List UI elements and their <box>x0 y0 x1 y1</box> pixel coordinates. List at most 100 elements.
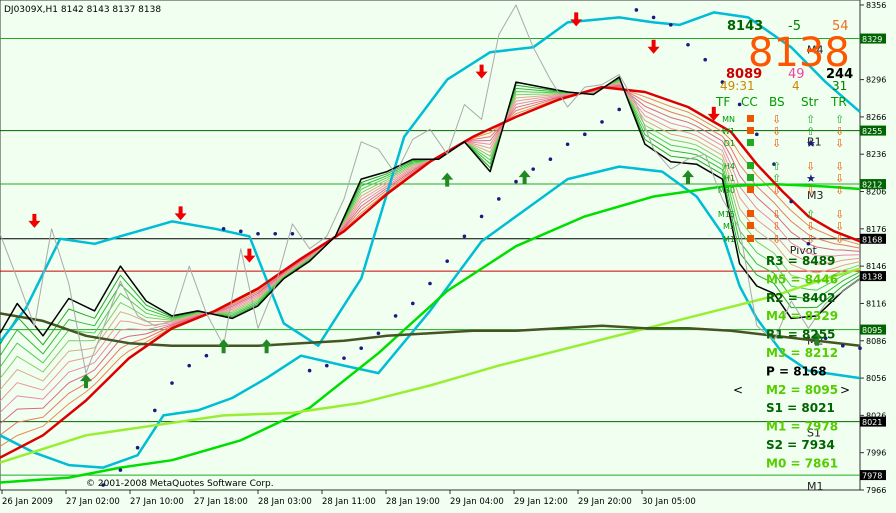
sar-dot-34 <box>686 42 690 47</box>
sar-dot-41 <box>806 241 811 246</box>
indicator-lines <box>0 4 861 484</box>
buy-arrow-icon-4 <box>518 170 531 185</box>
sar-dot-19 <box>428 281 432 286</box>
bid-value: 8143 <box>727 19 763 34</box>
pivot-level-5: M3 = 8212 <box>766 346 838 360</box>
tf-label-mn: MN <box>722 115 735 124</box>
sell-arrow-icon-5 <box>647 39 660 54</box>
sell-arrow-icon-2 <box>243 248 256 263</box>
pivot-level-6: P = 8168 <box>766 364 827 378</box>
sar-dot-20 <box>445 259 450 263</box>
level-label-0: M4 <box>807 44 824 57</box>
series-line-4 <box>0 312 861 347</box>
x-tick-label-3: 27 Jan 18:00 <box>194 497 248 507</box>
series-line-3 <box>0 267 861 464</box>
nav-left-button[interactable]: < <box>733 383 743 397</box>
buy-arrow-icon-2 <box>260 339 273 354</box>
price-tag-4: 8138 <box>862 273 882 282</box>
tf-m30-str-down-arrow-icon: ⇩ <box>806 184 815 197</box>
price-tag-1: 8255 <box>862 127 882 136</box>
y-tick-label-12: 7966 <box>866 486 886 495</box>
sar-dot-24 <box>514 179 518 184</box>
sar-dot-7 <box>221 227 226 231</box>
sar-dot-18 <box>411 301 415 306</box>
sar-dot-4 <box>170 381 174 385</box>
row3-b: 4 <box>792 79 800 93</box>
tf-mn-cc-square <box>747 115 754 122</box>
panel-timeframe-rows: MN ⇩ ⇧ ⇧W1 ⇩ ⇧ ⇩D1 ⇩ ★ ⇩H4 ⇧ ⇩ ⇩H1 ⇧ ★ ⇩M30 ⇩ ⇩ ⇩M15 ⇩ ⇧ ⇩M5 ⇩… <box>718 113 844 246</box>
price-tag-7: 7978 <box>862 472 882 481</box>
price-tag-2: 8212 <box>862 181 882 190</box>
row2-a: 8089 <box>726 67 762 82</box>
pivot-level-1: M5 = 8446 <box>766 272 838 286</box>
x-tick-label-4: 28 Jan 03:00 <box>258 497 312 507</box>
y-tick-label-10: 8026 <box>866 411 886 420</box>
big-price: 8138 <box>748 30 850 76</box>
sar-dot-38 <box>755 132 759 137</box>
plot-border <box>0 0 861 491</box>
sar-dot-31 <box>634 8 639 12</box>
tf-m1-tr-down-arrow-icon: ⇩ <box>835 233 844 246</box>
buy-arrow-icon-1 <box>217 339 230 354</box>
sar-dot-14 <box>342 356 346 360</box>
sell-arrow-icon-6 <box>707 106 720 121</box>
sar-dot-8 <box>239 229 243 234</box>
panel-column-str: Str <box>801 95 818 109</box>
tf-w1-bs-down-arrow-icon: ⇩ <box>772 125 781 138</box>
signal-arrows <box>28 12 823 389</box>
sar-dot-32 <box>651 15 656 20</box>
pivot-level-3: M4 = 8329 <box>766 309 838 323</box>
pivot-level-8: S1 = 8021 <box>766 401 835 415</box>
sar-dot-22 <box>479 214 484 219</box>
sar-dot-29 <box>600 120 604 124</box>
tf-w1-tr-down-arrow-icon: ⇩ <box>835 125 844 138</box>
pivot-level-0: R3 = 8489 <box>766 254 835 268</box>
buy-arrow-icon-6 <box>811 331 823 346</box>
x-tick-label-2: 27 Jan 10:00 <box>130 497 184 507</box>
tf-mn-bs-down-arrow-icon: ⇩ <box>772 113 781 126</box>
sar-dot-10 <box>273 232 278 236</box>
nav-right-button[interactable]: > <box>840 383 850 397</box>
tf-m5-bs-down-arrow-icon: ⇩ <box>772 220 781 233</box>
sar-dot-44 <box>858 346 862 351</box>
sar-dot-30 <box>617 107 621 112</box>
sar-dot-0 <box>101 483 105 487</box>
tf-d1-str-star-icon: ★ <box>806 137 816 150</box>
level-label-2: M3 <box>807 189 824 202</box>
sar-dot-6 <box>204 353 209 358</box>
price-tag-bg-5 <box>860 324 886 335</box>
x-tick-label-0: 26 Jan 2009 <box>2 497 53 507</box>
sar-dot-5 <box>187 363 191 368</box>
sell-arrow-icon-0 <box>28 213 41 228</box>
panel-column-bs: BS <box>769 95 785 109</box>
tf-m15-cc-square <box>747 210 754 217</box>
sar-dot-25 <box>531 167 535 171</box>
tf-h4-tr-down-arrow-icon: ⇩ <box>835 160 844 173</box>
tf-m1-str-down-arrow-icon: ⇩ <box>806 233 815 246</box>
sar-dot-39 <box>772 162 776 166</box>
tf-label-m1: M1 <box>723 235 735 244</box>
price-tag-0: 8329 <box>862 35 882 44</box>
sar-dot-9 <box>256 232 260 236</box>
tf-h4-bs-up-arrow-icon: ⇧ <box>772 160 781 173</box>
tf-h4-str-down-arrow-icon: ⇩ <box>806 160 815 173</box>
tf-label-h1: H1 <box>724 174 735 183</box>
sar-dot-2 <box>135 445 140 450</box>
x-tick-label-7: 29 Jan 04:00 <box>450 497 504 507</box>
level-label-6: S1 <box>807 427 821 440</box>
sar-dot-23 <box>497 197 501 201</box>
y-tick-label-6: 8146 <box>866 262 886 271</box>
sar-dot-12 <box>307 368 312 373</box>
y-tick-label-7: 8116 <box>866 299 886 308</box>
level-label-1: R1 <box>807 136 822 149</box>
tf-w1-cc-square <box>747 127 754 134</box>
sar-dot-43 <box>841 343 845 348</box>
pivot-level-11: M0 = 7861 <box>766 456 838 470</box>
series-line-5 <box>0 85 861 459</box>
tf-mn-tr-up-arrow-icon: ⇧ <box>835 113 844 126</box>
tf-label-h4: H4 <box>724 162 735 171</box>
chart-title: DJ0309X,H1 8142 8143 8137 8138 <box>4 5 161 15</box>
panel-column-headers: TF CC BS Str TR <box>715 95 847 109</box>
